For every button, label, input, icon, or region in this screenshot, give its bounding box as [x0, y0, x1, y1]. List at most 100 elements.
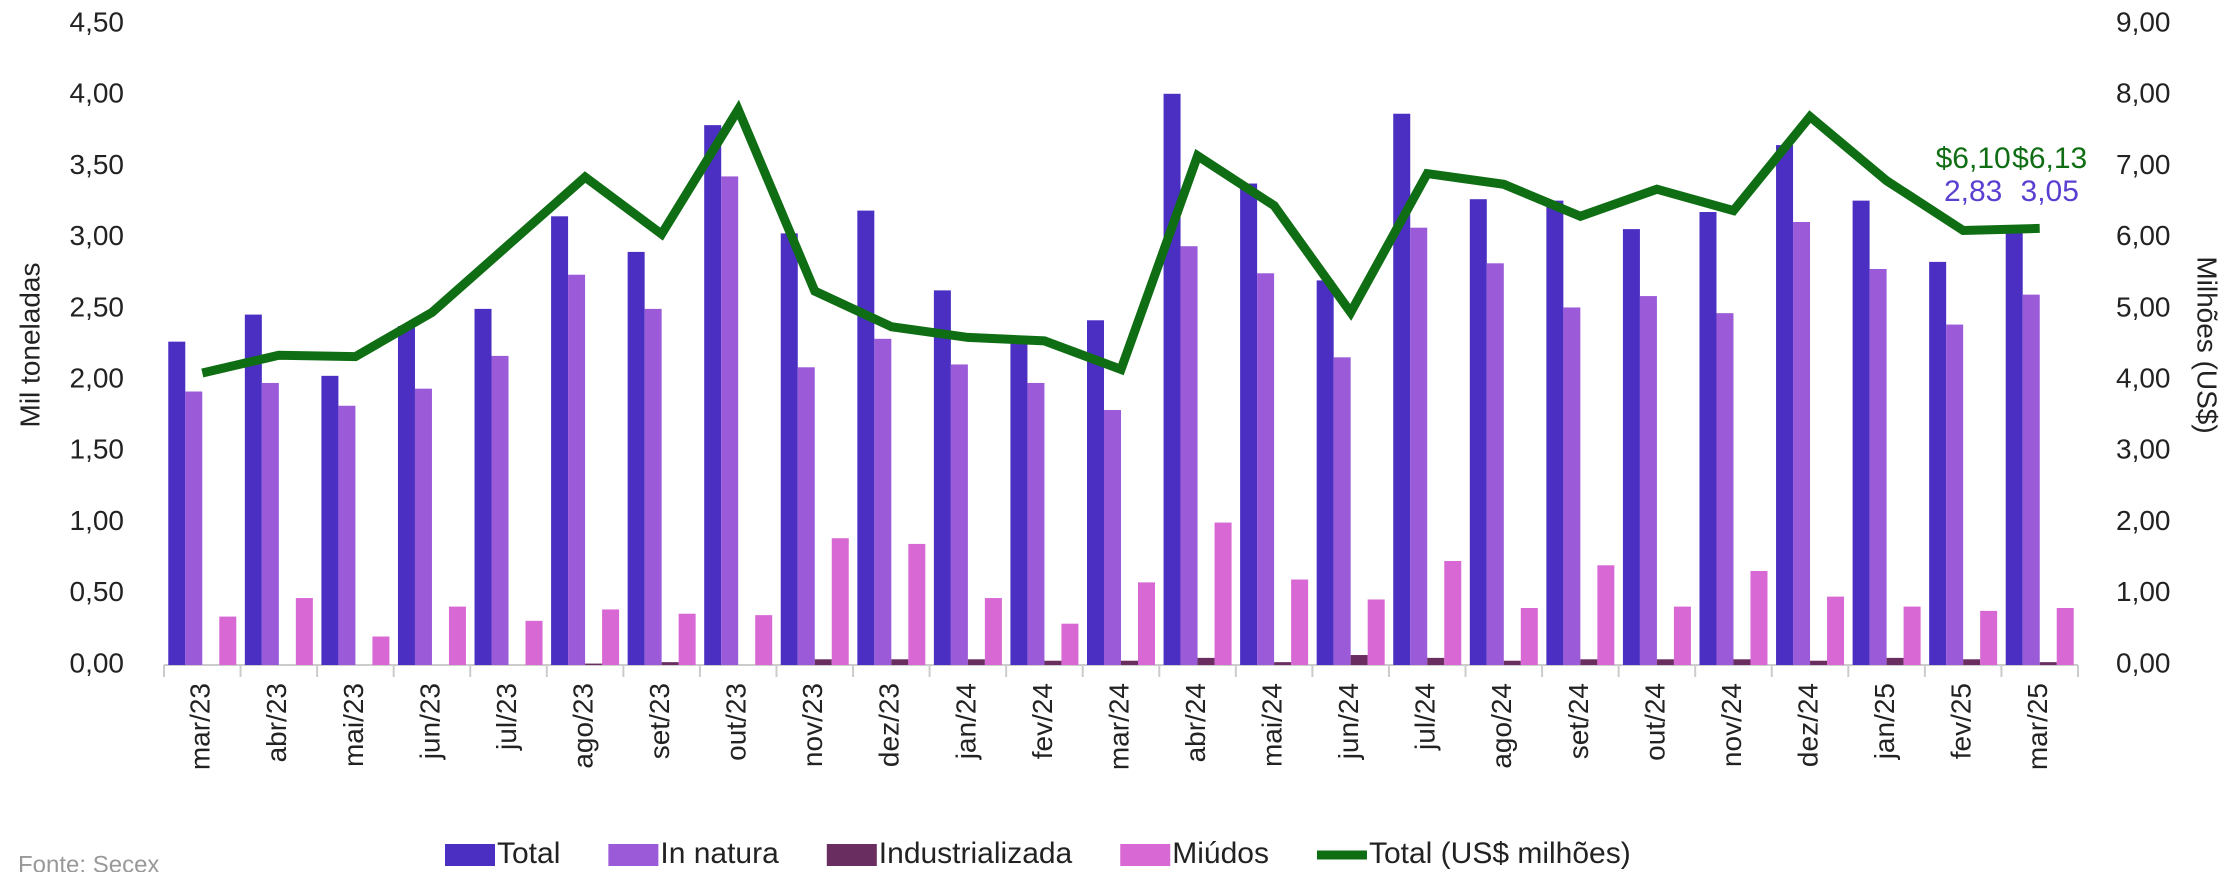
bar	[1469, 199, 1487, 665]
bar	[661, 662, 679, 665]
x-tick-label: mai/24	[1257, 683, 1288, 767]
bar	[1622, 229, 1640, 665]
bar	[984, 598, 1002, 665]
x-tick-label: jan/25	[1869, 683, 1900, 760]
bar	[261, 382, 279, 665]
bar	[585, 663, 603, 665]
x-tick-label: out/24	[1639, 683, 1670, 761]
bar	[1197, 657, 1215, 665]
bar	[1291, 579, 1309, 665]
y2-tick-label: 5,00	[2116, 291, 2171, 322]
bar	[397, 325, 415, 665]
bar	[448, 606, 466, 665]
y2-tick-label: 4,00	[2116, 363, 2171, 394]
bar	[338, 405, 356, 665]
bar	[1716, 313, 1734, 665]
bar	[874, 338, 892, 665]
bar	[1946, 324, 1964, 665]
source: Fonte: Secex	[18, 851, 159, 872]
x-tick-label: out/23	[721, 683, 752, 761]
bar	[1104, 410, 1121, 665]
bar	[372, 636, 390, 665]
bar	[797, 367, 815, 665]
y2-tick-label: 7,00	[2116, 149, 2171, 180]
bar	[967, 659, 985, 665]
bar	[168, 341, 186, 665]
bar	[644, 308, 662, 665]
bar	[525, 620, 543, 665]
bar	[721, 176, 739, 665]
bar	[185, 391, 203, 665]
bar	[1810, 660, 1828, 665]
x-tick-label: dez/23	[874, 683, 905, 767]
bar	[1656, 659, 1674, 665]
x-tick-label: mai/23	[338, 683, 369, 767]
y2-tick-label: 9,00	[2116, 6, 2171, 37]
bar	[1963, 659, 1981, 665]
bar	[755, 615, 773, 665]
x-tick-label: abr/24	[1180, 683, 1211, 762]
bar	[1793, 221, 1811, 665]
y2-tick-label: 6,00	[2116, 220, 2171, 251]
x-tick-label: ago/24	[1486, 683, 1517, 769]
bar	[1061, 623, 1079, 665]
line	[201, 99, 2040, 378]
bar	[244, 314, 262, 665]
y-tick-label: 3,00	[70, 220, 125, 251]
bar	[1257, 273, 1275, 665]
x-tick-label: jun/24	[1333, 683, 1364, 760]
x-tick-label: mar/25	[2022, 683, 2053, 770]
legend-label: In natura	[660, 837, 779, 870]
x-tick-label: jan/24	[950, 683, 981, 760]
y-tick-label: 1,00	[70, 505, 125, 536]
x-tick-label: jul/23	[491, 683, 522, 751]
x-tick-label: fev/25	[1946, 683, 1977, 759]
bar	[1580, 659, 1598, 665]
bar	[1886, 657, 1904, 665]
bar	[1546, 200, 1564, 665]
bar	[891, 659, 909, 665]
bar	[2005, 230, 2023, 666]
bar	[1980, 610, 1998, 665]
bar	[1639, 296, 1657, 665]
x-tick-label: set/24	[1563, 683, 1594, 759]
bar	[321, 375, 339, 665]
bar	[1367, 599, 1385, 665]
bar	[414, 388, 432, 665]
bar	[857, 210, 875, 665]
bar	[219, 616, 237, 665]
data-label: $6,10	[1936, 142, 2011, 175]
y-tick-label: 2,50	[70, 291, 125, 322]
bar	[1316, 280, 1334, 665]
bar	[1444, 561, 1462, 665]
bar	[1240, 183, 1258, 665]
x-tick-label: nov/23	[797, 683, 828, 767]
bar	[1214, 522, 1232, 665]
bar	[1427, 657, 1445, 665]
x-tick-label: abr/23	[261, 683, 292, 762]
bar	[1121, 660, 1138, 665]
bar	[568, 274, 586, 665]
bar	[1180, 246, 1198, 666]
data-label: 3,05	[2021, 175, 2079, 208]
bar	[933, 290, 951, 665]
x-tick-label: jul/24	[1410, 683, 1441, 751]
bar	[474, 308, 492, 665]
bar	[1503, 660, 1521, 665]
legend-swatch	[608, 844, 659, 866]
legend-label: Total	[497, 837, 560, 870]
bar	[1274, 662, 1292, 665]
x-tick-label: mar/24	[1103, 683, 1134, 770]
legend-label: Industrializada	[879, 837, 1073, 870]
legend-label: Miúdos	[1172, 837, 1269, 870]
legend-swatch	[1120, 844, 1171, 866]
bar	[1699, 212, 1717, 665]
bar	[1827, 596, 1845, 665]
bar	[295, 598, 313, 665]
bar	[908, 543, 926, 665]
bar	[1087, 320, 1104, 665]
bar	[950, 364, 968, 665]
x-tick-label: nov/24	[1716, 683, 1747, 767]
